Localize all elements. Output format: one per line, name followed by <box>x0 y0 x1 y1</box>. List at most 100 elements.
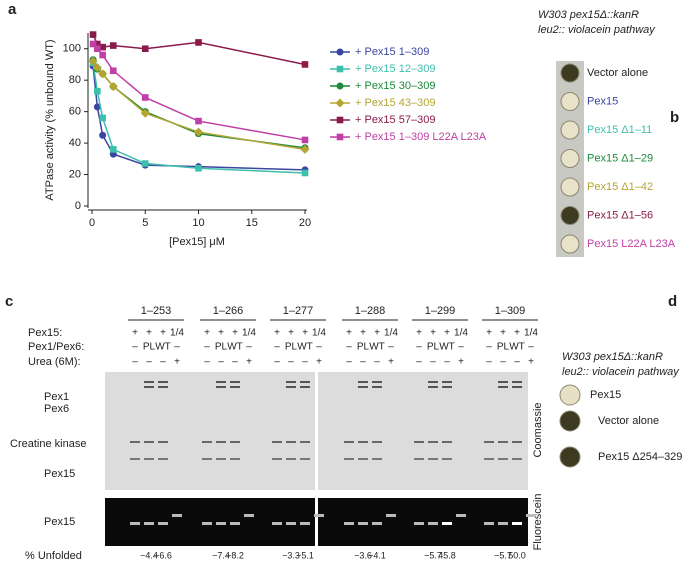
band <box>230 386 240 388</box>
band <box>498 441 508 443</box>
marker <box>110 67 117 75</box>
band <box>344 522 354 525</box>
lane-symbol: + <box>288 328 294 339</box>
lane-symbol: – <box>218 357 224 368</box>
band <box>158 522 168 525</box>
lane-symbol: – <box>430 357 436 368</box>
lane-symbol: – <box>388 342 394 353</box>
unfolded-value: −8.2 <box>226 550 244 560</box>
band <box>484 458 494 460</box>
lane-symbol: – <box>486 342 492 353</box>
marker <box>99 131 107 139</box>
marker <box>195 39 202 46</box>
x-tick-label: 20 <box>299 217 311 229</box>
lane-symbol: + <box>218 328 224 339</box>
lane-symbol: + <box>204 328 210 339</box>
lane-symbol: PL <box>285 342 298 353</box>
lane-symbol: + <box>360 328 366 339</box>
legend-label: + Pex15 43–309 <box>355 97 435 109</box>
marker <box>301 169 309 177</box>
band <box>372 458 382 460</box>
band <box>484 441 494 443</box>
marker <box>89 31 97 38</box>
row-label: Pex15: <box>28 327 62 339</box>
strain-label: Pex15 Δ1–11 <box>587 124 652 136</box>
lane-symbol: – <box>302 357 308 368</box>
marker <box>94 40 101 48</box>
band <box>414 441 424 443</box>
marker <box>195 117 202 125</box>
lane-symbol: + <box>316 357 322 368</box>
lane-symbol: WT <box>227 342 243 353</box>
strain-label: Pex15 Δ1–29 <box>587 152 653 164</box>
lane-symbol: + <box>514 328 520 339</box>
stain-label: Coomassie <box>532 402 544 457</box>
lane-symbol: + <box>302 328 308 339</box>
x-tick-label: 10 <box>192 217 204 229</box>
unfolded-value: −7.4 <box>212 550 230 560</box>
lane-symbol: + <box>374 328 380 339</box>
band <box>230 381 240 383</box>
band <box>130 441 140 443</box>
lane-symbol: PL <box>357 342 370 353</box>
lane-symbol: WT <box>155 342 171 353</box>
band <box>202 522 212 525</box>
band-label: Pex1 <box>44 391 69 403</box>
lane-symbol: + <box>458 357 464 368</box>
marker <box>92 63 102 73</box>
band <box>498 522 508 525</box>
band <box>498 386 508 388</box>
band <box>344 458 354 460</box>
band <box>498 381 508 383</box>
colony <box>560 177 580 197</box>
legend-marker <box>336 48 344 56</box>
band <box>286 522 296 525</box>
band <box>244 514 254 517</box>
band <box>130 458 140 460</box>
lane-symbol: PL <box>497 342 510 353</box>
panel-label: d <box>668 293 677 310</box>
strain-label: Pex15 Δ1–42 <box>587 181 653 193</box>
band <box>286 458 296 460</box>
band <box>526 514 536 517</box>
lane-symbol: – <box>374 357 380 368</box>
lane-symbol: – <box>288 357 294 368</box>
band <box>372 381 382 383</box>
lane-symbol: + <box>528 357 534 368</box>
lane-symbol: – <box>514 357 520 368</box>
group-label: 1–299 <box>425 305 456 317</box>
marker <box>110 42 117 49</box>
band <box>300 381 310 383</box>
strain-label: Pex15 L22A L23A <box>587 238 676 250</box>
band-label: Creatine kinase <box>10 438 86 450</box>
lane-symbol: + <box>274 328 280 339</box>
lane-symbol: PL <box>427 342 440 353</box>
band <box>216 381 226 383</box>
band <box>144 381 154 383</box>
lane-symbol: + <box>132 328 138 339</box>
band <box>272 458 282 460</box>
band <box>286 441 296 443</box>
colony <box>560 63 580 83</box>
row-label: Pex1/Pex6: <box>28 341 84 353</box>
band <box>144 458 154 460</box>
lane-symbol: + <box>500 328 506 339</box>
unfolded-value: −3.6 <box>354 550 372 560</box>
band <box>300 386 310 388</box>
band <box>202 458 212 460</box>
lane-symbol: – <box>346 342 352 353</box>
band <box>230 458 240 460</box>
lane-symbol: – <box>274 342 280 353</box>
legend-marker <box>336 65 344 73</box>
marker <box>301 136 309 144</box>
band <box>144 522 154 525</box>
x-tick-label: 0 <box>89 217 95 229</box>
strain-label: Pex15 <box>590 389 621 401</box>
lane-symbol: + <box>430 328 436 339</box>
band <box>286 386 296 388</box>
colony <box>560 149 580 168</box>
unfolded-value: −4.4 <box>140 550 158 560</box>
lane-symbol: WT <box>369 342 385 353</box>
band <box>158 458 168 460</box>
